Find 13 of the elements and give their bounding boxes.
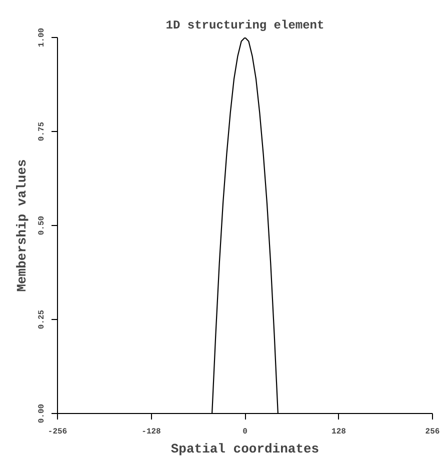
x-tick-label: 128 [332, 428, 346, 436]
y-tick-label: 0.75 [38, 122, 46, 142]
y-axis-title: Membership values [14, 158, 30, 292]
x-tick-label: -128 [142, 428, 162, 436]
y-tick-label: 0.00 [38, 404, 46, 424]
x-tick-label: 256 [425, 428, 440, 436]
y-tick-label: 0.25 [38, 310, 46, 330]
y-tick-label: 1.00 [38, 28, 46, 48]
chart-title: 1D structuring element [166, 18, 324, 32]
y-tick-label: 0.50 [38, 216, 46, 236]
x-tick-label: -256 [48, 428, 68, 436]
x-axis-title: Spatial coordinates [170, 442, 320, 456]
x-tick-label: 0 [242, 428, 248, 436]
